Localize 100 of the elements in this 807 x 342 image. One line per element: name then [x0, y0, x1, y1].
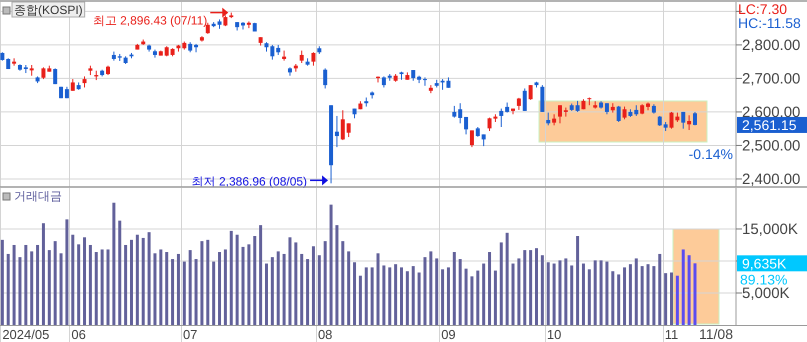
bar [358, 276, 362, 325]
candlestick [488, 117, 492, 132]
candlestick [364, 97, 368, 108]
bar [176, 254, 180, 325]
candlestick [53, 68, 58, 85]
candlestick [188, 42, 192, 53]
bar [212, 262, 216, 325]
candlestick [604, 102, 609, 115]
y-tick-label: 15,000K [742, 220, 798, 238]
candlestick [206, 22, 210, 34]
bar [400, 267, 403, 325]
annotation: -0.14% [688, 146, 733, 162]
candlestick [546, 112, 550, 126]
x-tick-label: 08 [318, 327, 332, 342]
bar [394, 264, 398, 325]
candlestick [675, 112, 680, 122]
bar [364, 267, 368, 325]
bar [218, 252, 222, 325]
candlestick [634, 104, 638, 116]
candlestick [218, 18, 222, 30]
bar [6, 254, 10, 325]
bar [282, 254, 286, 325]
bar [552, 264, 556, 325]
bar [42, 223, 45, 325]
candlestick [264, 42, 268, 52]
bar [546, 262, 550, 325]
bar [576, 236, 580, 325]
candlestick [30, 64, 34, 76]
y-tick-label: 2,400.00 [742, 170, 800, 188]
bar [88, 244, 92, 325]
x-tick-label: 07 [182, 327, 198, 342]
bar [441, 269, 444, 325]
bar [564, 258, 568, 325]
bar [634, 258, 638, 325]
bar [341, 241, 344, 325]
x-tick-label: 2024/05 [2, 327, 50, 342]
bar [370, 267, 374, 325]
bar [318, 255, 321, 325]
bar [418, 272, 421, 325]
bar [664, 273, 668, 325]
candlestick [670, 111, 674, 130]
bar [517, 258, 520, 325]
bar [171, 259, 174, 325]
candlestick [687, 114, 692, 131]
bar [611, 271, 614, 325]
candlestick [558, 104, 562, 124]
annotation: 최고 2,896.43 (07/11) [92, 14, 208, 28]
candlestick [640, 104, 644, 115]
candlestick [470, 130, 474, 148]
y-tick-label: 2,800.00 [742, 36, 800, 54]
y-tick-label: 2,700.00 [742, 70, 800, 88]
bar [594, 260, 597, 325]
candlestick [576, 100, 580, 112]
bar [94, 252, 98, 325]
candlestick [446, 76, 450, 88]
candlestick [41, 66, 46, 80]
candlestick [616, 105, 621, 122]
bar [0, 240, 4, 325]
bar [65, 219, 68, 325]
bar [148, 232, 151, 325]
bar [347, 251, 350, 325]
bar [48, 250, 51, 325]
bar [682, 249, 685, 325]
bar [182, 262, 186, 325]
bar [206, 240, 210, 325]
bar [136, 234, 139, 325]
bar [300, 254, 304, 325]
candlestick [94, 70, 98, 81]
bar [60, 253, 63, 325]
bar [224, 249, 227, 325]
bar [476, 270, 480, 325]
x-tick-label: 06 [71, 327, 86, 342]
bar [470, 276, 474, 325]
bar [412, 266, 415, 325]
candlestick [528, 84, 533, 100]
bar [570, 265, 574, 325]
bar [558, 260, 562, 325]
candlestick [464, 116, 468, 135]
bar [24, 244, 28, 325]
bar [458, 259, 462, 325]
candlestick [652, 104, 656, 114]
bar [523, 250, 526, 325]
bar [464, 268, 468, 325]
bar [646, 264, 650, 325]
bar [500, 242, 503, 325]
bar [12, 244, 16, 325]
candlestick [282, 50, 286, 62]
bar [118, 220, 122, 325]
bar [188, 250, 192, 325]
bar [71, 234, 74, 325]
bar [582, 264, 585, 325]
bar [276, 251, 280, 325]
candlestick [552, 114, 556, 126]
bar [376, 253, 380, 325]
bar [506, 232, 509, 325]
bar [676, 276, 679, 325]
candlestick [352, 108, 357, 119]
bar [124, 244, 128, 325]
bar [529, 250, 532, 325]
chart-title: 종합(KOSPI) [14, 3, 83, 17]
